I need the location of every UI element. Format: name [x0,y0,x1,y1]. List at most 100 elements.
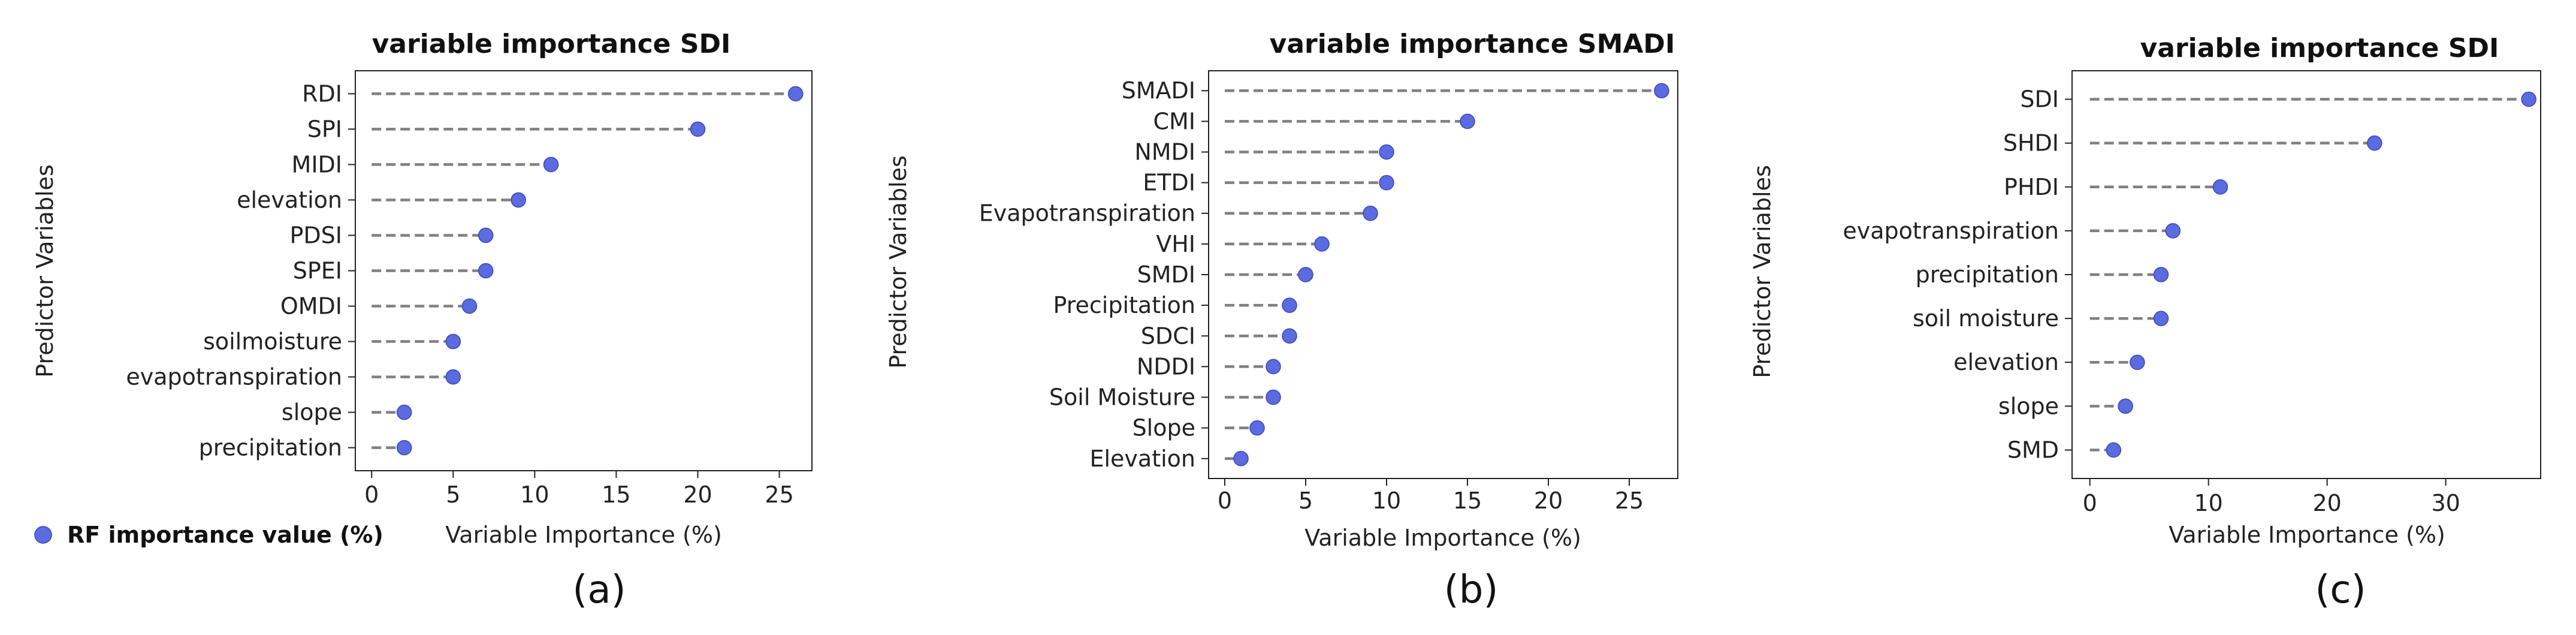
data-point [1654,83,1669,98]
x-tick-label: 20 [683,481,712,508]
legend: RF importance value (%) [34,522,383,548]
y-tick-label: precipitation [199,435,342,461]
x-tick-label: 15 [602,481,630,508]
data-point [1249,420,1265,436]
chart-title: variable importance SDI [372,29,731,59]
panel-caption: (b) [1444,568,1499,612]
x-tick-label: 5 [446,481,460,508]
y-tick-label: SMD [2007,437,2059,463]
y-axis-label: Predictor Variables [32,164,58,378]
y-tick-label: slope [282,399,342,426]
x-tick-label: 5 [1298,487,1313,514]
x-axis-label: Variable Importance (%) [2169,522,2445,548]
panel-caption: (a) [572,568,626,612]
y-tick-label: ETDI [1143,170,1195,196]
y-tick-label: Slope [1133,415,1195,441]
panel-caption: (c) [2315,568,2366,612]
x-tick-label: 0 [2083,490,2097,516]
x-tick-label: 10 [1372,487,1401,514]
data-point [1379,174,1394,191]
y-tick-label: SMADI [1122,77,1195,104]
data-point [1460,113,1475,130]
data-point [2118,398,2133,414]
y-tick-label: soil moisture [1913,305,2059,332]
y-tick-label: evapotranspiration [1843,218,2059,244]
y-tick-label: RDI [302,80,342,107]
data-point [396,404,412,420]
y-tick-label: SDI [2020,86,2059,113]
x-tick-label: 20 [2312,490,2341,516]
plot-frame [1208,70,1678,479]
data-point [511,192,526,208]
data-point [1379,144,1394,160]
data-point [478,227,494,243]
y-tick-label: Elevation [1089,446,1195,472]
data-point [1266,389,1281,405]
data-point [543,157,559,173]
y-tick-label: Evapotranspiration [979,200,1195,227]
y-tick-label: elevation [1953,349,2059,375]
chart-panel-3: variable importance SDI Predictor Variabl… [1749,33,2541,612]
data-point [2130,354,2145,370]
data-point [788,86,804,102]
y-tick-label: VHI [1156,231,1195,257]
legend-marker [34,526,52,544]
y-tick-label: Soil Moisture [1049,384,1195,411]
x-tick-label: 15 [1453,487,1482,514]
y-tick-label: SMDI [1137,261,1195,288]
data-point [2165,223,2181,239]
data-point [2106,442,2122,458]
data-point [2367,135,2382,151]
x-axis-label: Variable Importance (%) [1304,525,1581,551]
data-point [396,440,412,456]
data-point [1363,205,1378,221]
x-tick-label: 0 [364,481,379,508]
y-tick-label: slope [1998,393,2059,419]
y-tick-label: SHDI [2003,130,2059,157]
data-point [2153,311,2169,326]
data-point [445,333,461,350]
y-tick-label: CMI [1153,108,1195,134]
x-tick-label: 20 [1534,487,1563,514]
y-tick-label: evapotranspiration [126,364,342,390]
data-point [461,298,478,314]
data-point [2153,267,2169,282]
x-tick-label: 10 [520,481,549,508]
data-point [445,369,461,385]
legend-label: RF importance value (%) [67,522,383,548]
data-point [1314,236,1330,252]
chart-title: variable importance SMADI [1270,29,1675,59]
x-tick-label: 25 [1615,487,1644,514]
y-tick-label: Precipitation [1053,292,1195,318]
y-tick-label: soilmoisture [203,329,342,355]
y-tick-label: SPI [307,116,342,142]
y-axis-label: Predictor Variables [1749,165,1775,378]
data-point [1266,359,1281,375]
y-tick-label: PHDI [2004,174,2059,200]
chart-title: variable importance SDI [2140,33,2499,64]
x-tick-label: 10 [2194,490,2222,516]
data-point [1298,267,1313,282]
y-tick-label: NDDI [1137,353,1195,380]
y-tick-label: precipitation [1916,261,2059,288]
y-tick-label: PDSI [289,222,342,248]
data-point [478,263,494,279]
y-tick-label: SDCI [1141,323,1195,349]
y-tick-label: elevation [237,186,342,213]
data-point [1282,297,1297,313]
data-point [1233,451,1249,467]
y-tick-label: NMDI [1134,139,1195,165]
x-tick-label: 0 [1218,487,1232,514]
chart-panel-1: variable importance SDI Predictor Variabl… [32,29,813,612]
y-tick-label: SPEI [293,258,342,284]
y-axis-label: Predictor Variables [885,155,911,369]
x-tick-label: 25 [765,481,793,508]
data-point [2521,91,2536,107]
data-point [1282,328,1297,344]
x-axis-label: Variable Importance (%) [445,522,722,548]
data-point [2212,179,2228,195]
x-tick-label: 30 [2431,490,2460,516]
y-tick-label: OMDI [280,293,342,320]
data-point [690,121,706,137]
